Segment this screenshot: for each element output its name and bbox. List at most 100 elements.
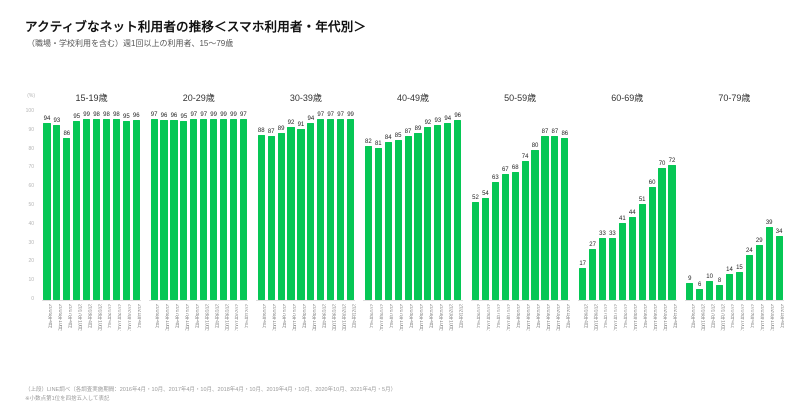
- bar: [561, 138, 569, 300]
- y-axis-tick-label: 20: [28, 258, 34, 265]
- x-axis-tick-label: 2018年10月: [310, 304, 316, 331]
- bar: [83, 119, 91, 300]
- chart-subtitle: （職場・学校利用を含む）週1回以上の利用者、15〜79歳: [27, 39, 234, 48]
- x-axis-tick-label: 2018年4月: [729, 304, 735, 328]
- bar: [775, 236, 783, 300]
- age-group-label: 20-29歳: [182, 93, 215, 103]
- bar: [434, 125, 442, 300]
- bar-column: 95: [179, 112, 189, 300]
- bar-column: 74: [520, 112, 530, 300]
- bar: [160, 119, 168, 300]
- bar-column: 96: [453, 112, 463, 300]
- bar-column: 15: [734, 112, 744, 300]
- bar-column: 70: [657, 112, 667, 300]
- bar-value-label: 80: [531, 142, 539, 149]
- x-axis-tick-label: 2017年10月: [719, 304, 725, 331]
- bar: [239, 119, 247, 300]
- bar-value-label: 97: [190, 112, 198, 118]
- bar-value-label: 94: [444, 116, 452, 123]
- bar: [531, 149, 539, 300]
- x-axis-tick-label: 2016年10月: [592, 304, 598, 331]
- bar-column: 87: [266, 112, 276, 300]
- x-axis: 2016年4月 2016年10月 2017年4月 2017年10月 2018年4月 201…: [685, 301, 784, 359]
- bar: [317, 119, 325, 300]
- x-axis-tick-label: 2017年4月: [495, 304, 501, 328]
- x-axis-tick-label: 2019年4月: [320, 304, 326, 328]
- bars-row: 94 93 86 95 99 98 98 98 95 96: [42, 112, 142, 301]
- bar: [608, 237, 616, 300]
- age-group-label: 60-69歳: [611, 93, 644, 103]
- bar: [219, 119, 228, 300]
- bar: [491, 181, 499, 300]
- x-axis-tick-label: 2018年10月: [203, 304, 209, 331]
- bar: [481, 198, 490, 300]
- bar: [551, 136, 559, 300]
- bar-column: 80: [530, 112, 540, 300]
- page-title: アクティブなネット利用者の推移＜スマホ利用者・年代別＞: [25, 20, 367, 34]
- bar: [725, 273, 734, 300]
- x-axis-tick-label: 2016年4月: [475, 304, 481, 328]
- bar-column: 94: [443, 112, 453, 300]
- age-group: 20-29歳 97 96 96 95 97 97 99 99 99 97 2016年4月 2016年10…: [145, 92, 252, 359]
- bar-value-label: 96: [170, 112, 178, 119]
- bar: [755, 245, 763, 300]
- x-axis-tick-label: 2016年10月: [56, 304, 62, 331]
- x-axis-tick-label: 2016年10月: [699, 304, 705, 331]
- y-axis-tick-label: 90: [28, 126, 34, 133]
- bar-value-label: 99: [210, 112, 217, 118]
- bar: [598, 237, 607, 300]
- bar-value-label: 86: [63, 131, 71, 138]
- bar-column: 99: [346, 112, 356, 300]
- x-axis-tick-label: 2018年10月: [417, 304, 423, 331]
- bar-value-label: 67: [501, 167, 509, 174]
- bar-value-label: 97: [240, 112, 247, 118]
- bar: [648, 187, 656, 300]
- bar-value-label: 9: [688, 276, 692, 283]
- bar-value-label: 70: [658, 161, 666, 168]
- bar-column: 98: [111, 112, 121, 300]
- bar-column: 29: [754, 112, 764, 300]
- bar-column: 33: [607, 112, 617, 300]
- bar: [43, 123, 51, 300]
- bar: [716, 284, 724, 300]
- bar-value-label: 87: [404, 129, 412, 136]
- y-axis-tick-label: 0: [31, 296, 34, 302]
- bar-column: 39: [764, 112, 774, 300]
- x-axis-tick-label: 2017年4月: [709, 304, 715, 328]
- bar-value-label: 84: [384, 135, 392, 142]
- bar-column: 9: [685, 112, 695, 300]
- x-axis-tick-label: 2021年4月: [779, 304, 785, 328]
- bars-row: 52 54 63 67 68 74 80 87 87 86: [470, 112, 570, 301]
- bar: [686, 283, 694, 300]
- bar-value-label: 99: [347, 112, 354, 118]
- bar-value-label: 87: [551, 129, 559, 136]
- bar-value-label: 44: [628, 210, 636, 217]
- x-axis-tick-label: 2019年10月: [116, 304, 122, 331]
- bar-value-label: 99: [230, 112, 237, 118]
- x-axis-tick-label: 2016年4月: [154, 304, 160, 328]
- x-axis-tick-label: 2020年10月: [126, 304, 132, 331]
- bar: [384, 142, 392, 300]
- bar: [628, 217, 636, 300]
- x-axis-tick-label: 2020年10月: [554, 304, 560, 331]
- bar-column: 82: [363, 112, 373, 300]
- bar-column: 98: [92, 112, 102, 300]
- x-axis-tick-label: 2017年10月: [183, 304, 189, 331]
- bar-value-label: 97: [317, 112, 325, 118]
- bar-value-label: 29: [755, 238, 763, 245]
- bar: [706, 281, 714, 300]
- footnote-source: （上段）LINE調べ（各調査実施期間：2016年4月・10月、2017年4月・1…: [25, 387, 397, 393]
- bar-column: 96: [131, 112, 141, 300]
- bar-column: 91: [296, 112, 306, 300]
- bar-value-label: 92: [424, 120, 432, 127]
- x-axis-tick-label: 2019年4月: [213, 304, 219, 328]
- bar-column: 99: [82, 112, 92, 300]
- bar-column: 86: [560, 112, 570, 300]
- bar-column: 97: [189, 112, 199, 300]
- x-axis: 2016年4月 2016年10月 2017年4月 2017年10月 2018年4月 201…: [42, 301, 141, 359]
- bar: [471, 202, 480, 300]
- x-axis-tick-label: 2019年4月: [749, 304, 755, 328]
- bars-row: 17 27 33 33 41 44 51 60 70 72: [577, 112, 677, 301]
- bar-value-label: 14: [726, 266, 733, 273]
- bar: [745, 254, 753, 300]
